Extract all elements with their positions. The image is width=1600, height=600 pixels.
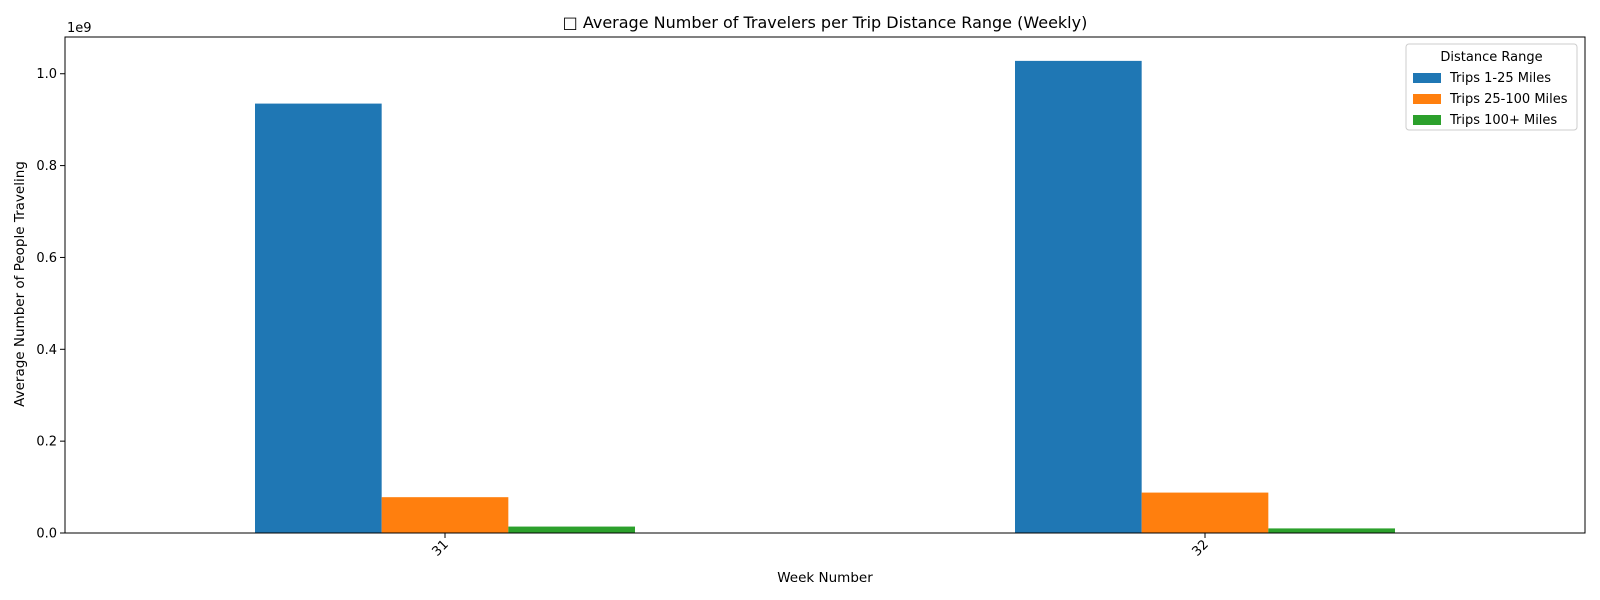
legend-title: Distance Range: [1440, 50, 1542, 65]
bars-group: [255, 60, 1395, 534]
legend-entry-label: Trips 100+ Miles: [1449, 113, 1557, 128]
bar-week-32-series-1: [1015, 60, 1142, 534]
legend-swatch: [1413, 94, 1441, 104]
legend-entry-label: Trips 1-25 Miles: [1449, 71, 1551, 86]
bar-week-32-series-2: [1141, 492, 1269, 533]
bar-week-31-series-1: [255, 103, 382, 533]
y-tick-label: 0.8: [36, 159, 57, 174]
x-axis-label: Week Number: [777, 570, 873, 586]
y-axis: 0.0 0.2 0.4 0.6 0.8 1.0: [36, 67, 65, 542]
y-tick-label: 1.0: [36, 67, 57, 82]
x-axis: 31 32: [430, 533, 1212, 560]
legend-swatch: [1413, 115, 1441, 125]
bar-week-31-series-2: [381, 497, 509, 533]
x-tick-label: 31: [430, 537, 452, 559]
bar-week-31-series-3: [508, 526, 635, 533]
x-tick-label: 32: [1190, 537, 1212, 559]
y-axis-offset-label: 1e9: [67, 21, 92, 36]
legend: Distance Range Trips 1-25 Miles Trips 25-1…: [1405, 43, 1578, 131]
y-tick-label: 0.4: [36, 343, 57, 358]
legend-box: [1405, 43, 1578, 131]
legend-swatch: [1413, 73, 1441, 83]
y-tick-label: 0.6: [36, 251, 57, 266]
y-tick-label: 0.0: [36, 527, 57, 542]
y-tick-label: 0.2: [36, 435, 57, 450]
bar-week-32-series-3: [1268, 528, 1395, 533]
chart-title: □ Average Number of Travelers per Trip D…: [563, 13, 1088, 32]
plot-frame: [64, 36, 1586, 534]
y-axis-label: Average Number of People Traveling: [12, 161, 28, 407]
legend-entry-label: Trips 25-100 Miles: [1449, 92, 1568, 107]
